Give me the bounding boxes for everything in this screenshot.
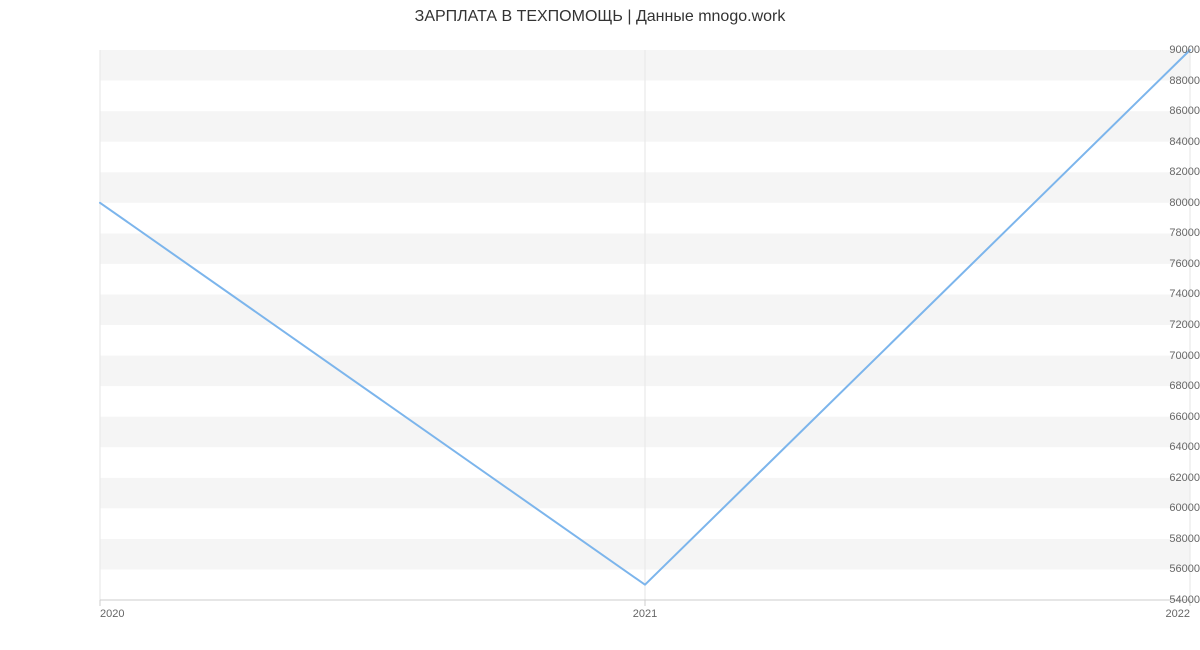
y-tick-label: 68000: [1108, 380, 1200, 392]
chart-plot-area: 54000 56000 58000 60000 62000 64000 66000 68000…: [0, 32, 1200, 650]
y-tick-label: 74000: [1108, 288, 1200, 300]
y-tick-label: 78000: [1108, 227, 1200, 239]
y-tick-label: 56000: [1108, 563, 1200, 575]
y-tick-label: 64000: [1108, 441, 1200, 453]
y-tick-label: 62000: [1108, 472, 1200, 484]
y-tick-label: 70000: [1108, 350, 1200, 362]
x-tick-label: 2020: [100, 608, 124, 620]
y-tick-label: 72000: [1108, 319, 1200, 331]
y-tick-label: 80000: [1108, 197, 1200, 209]
y-tick-label: 66000: [1108, 411, 1200, 423]
chart-svg: [0, 32, 1200, 650]
y-tick-label: 84000: [1108, 136, 1200, 148]
y-tick-label: 86000: [1108, 105, 1200, 117]
y-tick-label: 82000: [1108, 166, 1200, 178]
y-tick-label: 54000: [1108, 594, 1200, 606]
chart-title: ЗАРПЛАТА В ТЕХПОМОЩЬ | Данные mnogo.work: [0, 0, 1200, 32]
x-tick-label: 2021: [633, 608, 657, 620]
x-tick-label: 2022: [1166, 608, 1190, 620]
y-tick-label: 90000: [1108, 44, 1200, 56]
y-tick-label: 58000: [1108, 533, 1200, 545]
y-tick-label: 88000: [1108, 75, 1200, 87]
y-tick-label: 76000: [1108, 258, 1200, 270]
y-tick-label: 60000: [1108, 502, 1200, 514]
